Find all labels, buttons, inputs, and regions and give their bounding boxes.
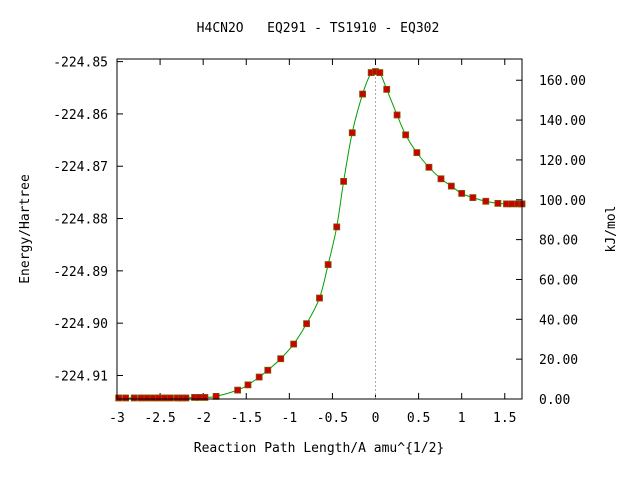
data-point: [413, 149, 421, 157]
data-point: [182, 394, 190, 402]
y-tick-label: -224.85: [53, 56, 108, 71]
data-point: [167, 394, 174, 402]
data-point: [277, 355, 285, 363]
y-tick-label: -224.90: [53, 317, 108, 332]
data-point: [376, 69, 384, 76]
data-point: [340, 177, 348, 185]
data-point: [348, 129, 356, 137]
x-tick-label: 1: [458, 411, 466, 426]
plot-frame: [116, 58, 523, 400]
data-point: [482, 197, 490, 205]
y2-tick-label: 120.00: [539, 154, 586, 169]
data-point: [143, 394, 151, 402]
series-line: [118, 70, 522, 399]
x-tick-label: -2: [195, 411, 211, 426]
y-axis-label: Energy/Hartree: [18, 174, 33, 284]
data-point: [130, 394, 138, 402]
data-point: [244, 381, 252, 389]
x-tick-label: -1.5: [231, 411, 262, 426]
data-point: [508, 200, 516, 208]
x-tick-label: -0.5: [317, 411, 348, 426]
y-tick-label: -224.88: [53, 213, 108, 228]
data-point: [437, 175, 445, 183]
data-point: [458, 190, 466, 197]
y-tick-label: -224.86: [53, 108, 108, 123]
data-point: [494, 199, 502, 207]
y-tick-label: -224.87: [53, 160, 108, 175]
y-tick-label: -224.91: [53, 369, 108, 384]
data-point: [212, 392, 220, 400]
y-tick-label: -224.89: [53, 265, 108, 280]
data-point: [160, 394, 168, 402]
data-point: [255, 373, 263, 381]
data-point: [469, 194, 477, 202]
x-tick-label: 1.5: [493, 411, 516, 426]
x-tick-label: -2.5: [144, 411, 175, 426]
data-point: [402, 131, 410, 139]
data-point: [333, 223, 341, 231]
x-tick-label: -1: [282, 411, 298, 426]
data-point: [393, 111, 401, 119]
data-point: [154, 394, 162, 402]
data-point: [115, 394, 123, 402]
y2-tick-label: 0.00: [539, 393, 570, 408]
y2-tick-label: 60.00: [539, 273, 578, 288]
data-point: [201, 394, 209, 401]
data-point: [122, 394, 130, 402]
data-point: [324, 261, 332, 268]
data-point: [425, 163, 433, 171]
data-point: [316, 294, 323, 302]
y2-tick-label: 140.00: [539, 114, 586, 129]
data-point: [264, 366, 272, 374]
data-point: [290, 340, 298, 348]
y2-tick-label: 100.00: [539, 194, 586, 209]
y2-axis-label: kJ/mol: [604, 206, 619, 253]
x-tick-label: 0.5: [407, 411, 430, 426]
data-point: [195, 394, 203, 401]
chart-title: H4CN2O EQ291 - TS1910 - EQ302: [197, 21, 440, 36]
data-point: [234, 386, 242, 394]
x-tick-label: 0: [372, 411, 380, 426]
data-point: [447, 182, 455, 190]
x-axis-label: Reaction Path Length/A amu^{1/2}: [194, 441, 444, 456]
x-tick-label: -3: [109, 411, 125, 426]
y2-tick-label: 160.00: [539, 74, 586, 89]
data-point: [303, 320, 310, 328]
y2-tick-label: 20.00: [539, 353, 578, 368]
y2-tick-label: 40.00: [539, 313, 578, 328]
y2-tick-label: 80.00: [539, 234, 578, 249]
data-point: [359, 90, 366, 98]
data-point: [137, 394, 145, 402]
data-point: [383, 85, 391, 93]
